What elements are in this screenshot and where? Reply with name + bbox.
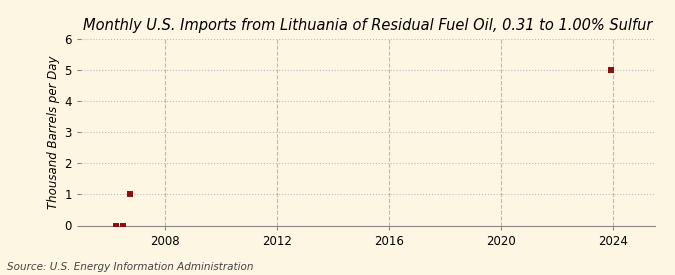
Title: Monthly U.S. Imports from Lithuania of Residual Fuel Oil, 0.31 to 1.00% Sulfur: Monthly U.S. Imports from Lithuania of R…: [83, 18, 653, 33]
Y-axis label: Thousand Barrels per Day: Thousand Barrels per Day: [47, 55, 60, 209]
Text: Source: U.S. Energy Information Administration: Source: U.S. Energy Information Administ…: [7, 262, 253, 272]
